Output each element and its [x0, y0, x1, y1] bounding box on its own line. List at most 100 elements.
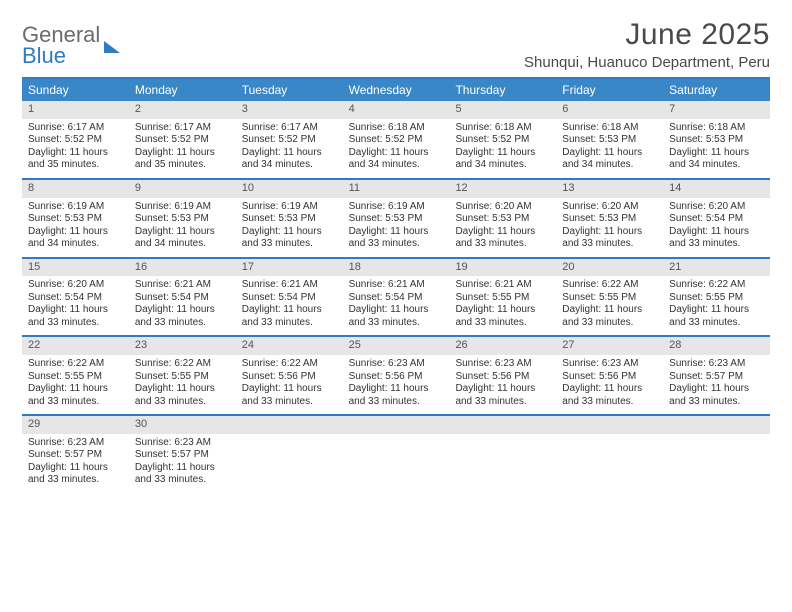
sunrise-line: Sunrise: 6:18 AM	[669, 122, 764, 135]
calendar-cell: 19Sunrise: 6:21 AMSunset: 5:55 PMDayligh…	[449, 259, 556, 336]
daylight-line: Daylight: 11 hours and 35 minutes.	[28, 147, 123, 172]
day-number: 18	[343, 259, 450, 277]
calendar-cell: 22Sunrise: 6:22 AMSunset: 5:55 PMDayligh…	[22, 337, 129, 414]
daylight-line: Daylight: 11 hours and 33 minutes.	[242, 304, 337, 329]
daylight-line: Daylight: 11 hours and 33 minutes.	[28, 304, 123, 329]
sunrise-line: Sunrise: 6:18 AM	[562, 122, 657, 135]
day-number: 20	[556, 259, 663, 277]
calendar-cell: 8Sunrise: 6:19 AMSunset: 5:53 PMDaylight…	[22, 180, 129, 257]
day-number: 2	[129, 101, 236, 119]
sunrise-line: Sunrise: 6:20 AM	[562, 201, 657, 214]
dow-thursday: Thursday	[449, 79, 556, 101]
header: General Blue June 2025 Shunqui, Huanuco …	[22, 18, 770, 71]
day-info: Sunrise: 6:21 AMSunset: 5:54 PMDaylight:…	[236, 276, 343, 335]
day-info: Sunrise: 6:17 AMSunset: 5:52 PMDaylight:…	[22, 119, 129, 178]
calendar-cell: .	[343, 416, 450, 493]
calendar-cell: 1Sunrise: 6:17 AMSunset: 5:52 PMDaylight…	[22, 101, 129, 178]
calendar-cell: .	[236, 416, 343, 493]
sunset-line: Sunset: 5:53 PM	[135, 213, 230, 226]
sunset-line: Sunset: 5:52 PM	[242, 134, 337, 147]
dow-friday: Friday	[556, 79, 663, 101]
day-number: 30	[129, 416, 236, 434]
day-info: Sunrise: 6:19 AMSunset: 5:53 PMDaylight:…	[236, 198, 343, 257]
sunset-line: Sunset: 5:52 PM	[349, 134, 444, 147]
calendar-cell: 24Sunrise: 6:22 AMSunset: 5:56 PMDayligh…	[236, 337, 343, 414]
sunrise-line: Sunrise: 6:23 AM	[349, 358, 444, 371]
daylight-line: Daylight: 11 hours and 33 minutes.	[669, 226, 764, 251]
sunrise-line: Sunrise: 6:19 AM	[242, 201, 337, 214]
day-number: 13	[556, 180, 663, 198]
day-info: Sunrise: 6:19 AMSunset: 5:53 PMDaylight:…	[22, 198, 129, 257]
daylight-line: Daylight: 11 hours and 34 minutes.	[669, 147, 764, 172]
sunset-line: Sunset: 5:54 PM	[28, 292, 123, 305]
day-number: 23	[129, 337, 236, 355]
daylight-line: Daylight: 11 hours and 34 minutes.	[349, 147, 444, 172]
sunset-line: Sunset: 5:54 PM	[135, 292, 230, 305]
title-block: June 2025 Shunqui, Huanuco Department, P…	[524, 18, 770, 71]
day-number: 11	[343, 180, 450, 198]
sunrise-line: Sunrise: 6:23 AM	[28, 437, 123, 450]
sunset-line: Sunset: 5:53 PM	[28, 213, 123, 226]
daylight-line: Daylight: 11 hours and 33 minutes.	[242, 226, 337, 251]
sunset-line: Sunset: 5:54 PM	[349, 292, 444, 305]
day-number: 17	[236, 259, 343, 277]
daylight-line: Daylight: 11 hours and 33 minutes.	[28, 462, 123, 487]
sunset-line: Sunset: 5:53 PM	[242, 213, 337, 226]
calendar-cell: 2Sunrise: 6:17 AMSunset: 5:52 PMDaylight…	[129, 101, 236, 178]
day-info: Sunrise: 6:20 AMSunset: 5:53 PMDaylight:…	[556, 198, 663, 257]
sunrise-line: Sunrise: 6:20 AM	[669, 201, 764, 214]
daylight-line: Daylight: 11 hours and 34 minutes.	[28, 226, 123, 251]
sunrise-line: Sunrise: 6:21 AM	[455, 279, 550, 292]
dow-saturday: Saturday	[663, 79, 770, 101]
day-info: Sunrise: 6:22 AMSunset: 5:55 PMDaylight:…	[556, 276, 663, 335]
sunset-line: Sunset: 5:54 PM	[669, 213, 764, 226]
sunset-line: Sunset: 5:57 PM	[28, 449, 123, 462]
day-info: Sunrise: 6:17 AMSunset: 5:52 PMDaylight:…	[129, 119, 236, 178]
sunset-line: Sunset: 5:53 PM	[455, 213, 550, 226]
sunset-line: Sunset: 5:53 PM	[562, 134, 657, 147]
sunset-line: Sunset: 5:56 PM	[562, 371, 657, 384]
sunset-line: Sunset: 5:56 PM	[455, 371, 550, 384]
daylight-line: Daylight: 11 hours and 33 minutes.	[562, 226, 657, 251]
calendar-cell: 12Sunrise: 6:20 AMSunset: 5:53 PMDayligh…	[449, 180, 556, 257]
sunrise-line: Sunrise: 6:19 AM	[28, 201, 123, 214]
calendar-cell: 3Sunrise: 6:17 AMSunset: 5:52 PMDaylight…	[236, 101, 343, 178]
week-row: 8Sunrise: 6:19 AMSunset: 5:53 PMDaylight…	[22, 180, 770, 259]
sunrise-line: Sunrise: 6:22 AM	[242, 358, 337, 371]
daylight-line: Daylight: 11 hours and 34 minutes.	[135, 226, 230, 251]
day-number: 4	[343, 101, 450, 119]
dow-sunday: Sunday	[22, 79, 129, 101]
calendar-cell: 16Sunrise: 6:21 AMSunset: 5:54 PMDayligh…	[129, 259, 236, 336]
day-number: 19	[449, 259, 556, 277]
dow-wednesday: Wednesday	[343, 79, 450, 101]
sunset-line: Sunset: 5:57 PM	[669, 371, 764, 384]
sunrise-line: Sunrise: 6:22 AM	[562, 279, 657, 292]
daylight-line: Daylight: 11 hours and 33 minutes.	[455, 226, 550, 251]
calendar-cell: 26Sunrise: 6:23 AMSunset: 5:56 PMDayligh…	[449, 337, 556, 414]
daylight-line: Daylight: 11 hours and 34 minutes.	[242, 147, 337, 172]
sunset-line: Sunset: 5:52 PM	[135, 134, 230, 147]
day-number: 10	[236, 180, 343, 198]
daylight-line: Daylight: 11 hours and 33 minutes.	[455, 383, 550, 408]
logo-text: General Blue	[22, 24, 100, 67]
calendar-cell: 27Sunrise: 6:23 AMSunset: 5:56 PMDayligh…	[556, 337, 663, 414]
calendar-cell: 9Sunrise: 6:19 AMSunset: 5:53 PMDaylight…	[129, 180, 236, 257]
day-number: 9	[129, 180, 236, 198]
calendar-cell: 11Sunrise: 6:19 AMSunset: 5:53 PMDayligh…	[343, 180, 450, 257]
calendar-cell: 5Sunrise: 6:18 AMSunset: 5:52 PMDaylight…	[449, 101, 556, 178]
day-number: 5	[449, 101, 556, 119]
sunrise-line: Sunrise: 6:22 AM	[669, 279, 764, 292]
sunrise-line: Sunrise: 6:17 AM	[135, 122, 230, 135]
day-info: Sunrise: 6:21 AMSunset: 5:54 PMDaylight:…	[343, 276, 450, 335]
sunset-line: Sunset: 5:55 PM	[669, 292, 764, 305]
calendar: SundayMondayTuesdayWednesdayThursdayFrid…	[22, 77, 770, 493]
sunset-line: Sunset: 5:57 PM	[135, 449, 230, 462]
day-number: 16	[129, 259, 236, 277]
sunrise-line: Sunrise: 6:22 AM	[135, 358, 230, 371]
day-info: Sunrise: 6:22 AMSunset: 5:55 PMDaylight:…	[663, 276, 770, 335]
sunset-line: Sunset: 5:55 PM	[562, 292, 657, 305]
calendar-cell: 10Sunrise: 6:19 AMSunset: 5:53 PMDayligh…	[236, 180, 343, 257]
calendar-cell: 4Sunrise: 6:18 AMSunset: 5:52 PMDaylight…	[343, 101, 450, 178]
calendar-cell: 18Sunrise: 6:21 AMSunset: 5:54 PMDayligh…	[343, 259, 450, 336]
day-info: Sunrise: 6:21 AMSunset: 5:54 PMDaylight:…	[129, 276, 236, 335]
